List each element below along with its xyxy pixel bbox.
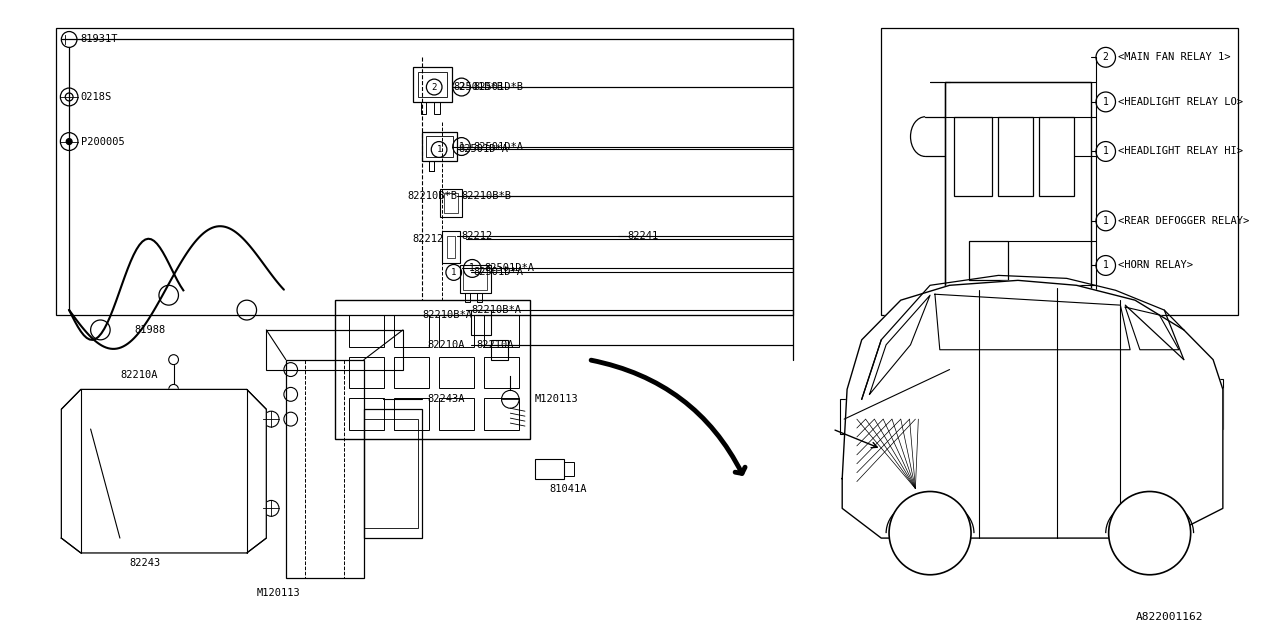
Text: 82501D*A: 82501D*A [474, 268, 524, 277]
Text: 81041A: 81041A [549, 484, 586, 493]
Text: 82212: 82212 [412, 234, 444, 244]
Bar [440, 189, 462, 217]
Text: 82501D*B: 82501D*B [453, 82, 504, 92]
Text: M120113: M120113 [256, 588, 301, 598]
Bar [349, 356, 384, 388]
Text: 82210A: 82210A [428, 340, 465, 350]
Text: P200005: P200005 [81, 136, 124, 147]
Bar [881, 28, 1238, 315]
Text: 81931T: 81931T [81, 35, 118, 44]
Bar [364, 419, 417, 528]
Bar [471, 310, 490, 335]
Text: 0218S: 0218S [81, 92, 113, 102]
Bar [484, 315, 520, 347]
Text: 1: 1 [1103, 216, 1108, 226]
Bar [266, 330, 403, 369]
Bar [417, 72, 447, 97]
Text: A822001162: A822001162 [1135, 612, 1203, 622]
Bar [412, 67, 452, 102]
Bar [364, 409, 422, 538]
Bar [439, 398, 474, 430]
Bar [969, 241, 1009, 280]
Circle shape [890, 492, 972, 575]
Bar [1039, 116, 1074, 196]
Text: 82212: 82212 [462, 231, 493, 241]
Bar [394, 315, 429, 347]
Text: <HEADLIGHT RELAY LO>: <HEADLIGHT RELAY LO> [1119, 97, 1243, 107]
Text: 1: 1 [436, 145, 442, 154]
Bar [349, 315, 384, 347]
Bar [394, 356, 429, 388]
Text: 82501D*A: 82501D*A [458, 145, 508, 154]
Bar [564, 461, 573, 476]
Bar [955, 116, 992, 196]
Bar [535, 459, 564, 479]
Text: 82243: 82243 [129, 558, 161, 568]
Bar [477, 293, 483, 302]
Text: 82501D*B: 82501D*B [474, 82, 524, 92]
Bar [856, 419, 915, 488]
Text: <MAIN FAN RELAY 1>: <MAIN FAN RELAY 1> [1119, 52, 1231, 62]
Text: 1: 1 [470, 264, 475, 273]
Bar [998, 116, 1033, 196]
Text: 2: 2 [431, 83, 436, 92]
Text: 1: 1 [1103, 97, 1108, 107]
Bar [463, 268, 486, 291]
Bar [434, 102, 440, 114]
Bar [426, 136, 453, 157]
Text: 1: 1 [458, 141, 465, 152]
Bar [394, 398, 429, 430]
Bar [442, 231, 460, 262]
Polygon shape [61, 389, 266, 553]
Text: 82210B*B: 82210B*B [462, 191, 512, 201]
Text: <REAR DEFOGGER RELAY>: <REAR DEFOGGER RELAY> [1119, 216, 1249, 226]
Bar [460, 266, 490, 293]
Text: 82243A: 82243A [428, 394, 465, 404]
Bar [439, 315, 474, 347]
Bar [421, 102, 426, 114]
Bar [490, 340, 508, 360]
Text: 82210B*A: 82210B*A [471, 305, 521, 315]
Text: M120113: M120113 [535, 394, 579, 404]
Bar [466, 293, 470, 302]
Bar [56, 28, 794, 315]
Bar [484, 398, 520, 430]
Bar [444, 193, 458, 213]
Text: 2: 2 [458, 82, 465, 92]
Bar [945, 82, 1091, 330]
Text: 82501D*A: 82501D*A [474, 141, 524, 152]
Bar [484, 356, 520, 388]
Bar [840, 399, 852, 434]
Text: 1: 1 [1103, 147, 1108, 156]
Text: 82241: 82241 [627, 231, 659, 241]
Circle shape [1108, 492, 1190, 575]
Text: 82210A: 82210A [120, 369, 157, 380]
Bar [1213, 380, 1222, 429]
Text: <HORN RELAY>: <HORN RELAY> [1119, 260, 1193, 271]
Bar [969, 285, 1009, 325]
Circle shape [67, 139, 72, 145]
Polygon shape [842, 280, 1222, 538]
Bar [422, 132, 457, 161]
Bar [429, 161, 434, 172]
Text: 81988: 81988 [134, 325, 166, 335]
Bar [334, 300, 530, 439]
Text: 82210A: 82210A [476, 340, 513, 350]
Bar [285, 360, 364, 578]
Text: <HEADLIGHT RELAY HI>: <HEADLIGHT RELAY HI> [1119, 147, 1243, 156]
Bar [349, 398, 384, 430]
Bar [429, 161, 434, 172]
Text: 82210B*A: 82210B*A [422, 310, 472, 320]
Text: 82501D*A: 82501D*A [484, 264, 534, 273]
Text: 2: 2 [1103, 52, 1108, 62]
Bar [439, 356, 474, 388]
Text: 1: 1 [1103, 260, 1108, 271]
Text: 82210B*B: 82210B*B [408, 191, 458, 201]
Text: 1: 1 [451, 268, 457, 277]
Bar [447, 236, 454, 257]
